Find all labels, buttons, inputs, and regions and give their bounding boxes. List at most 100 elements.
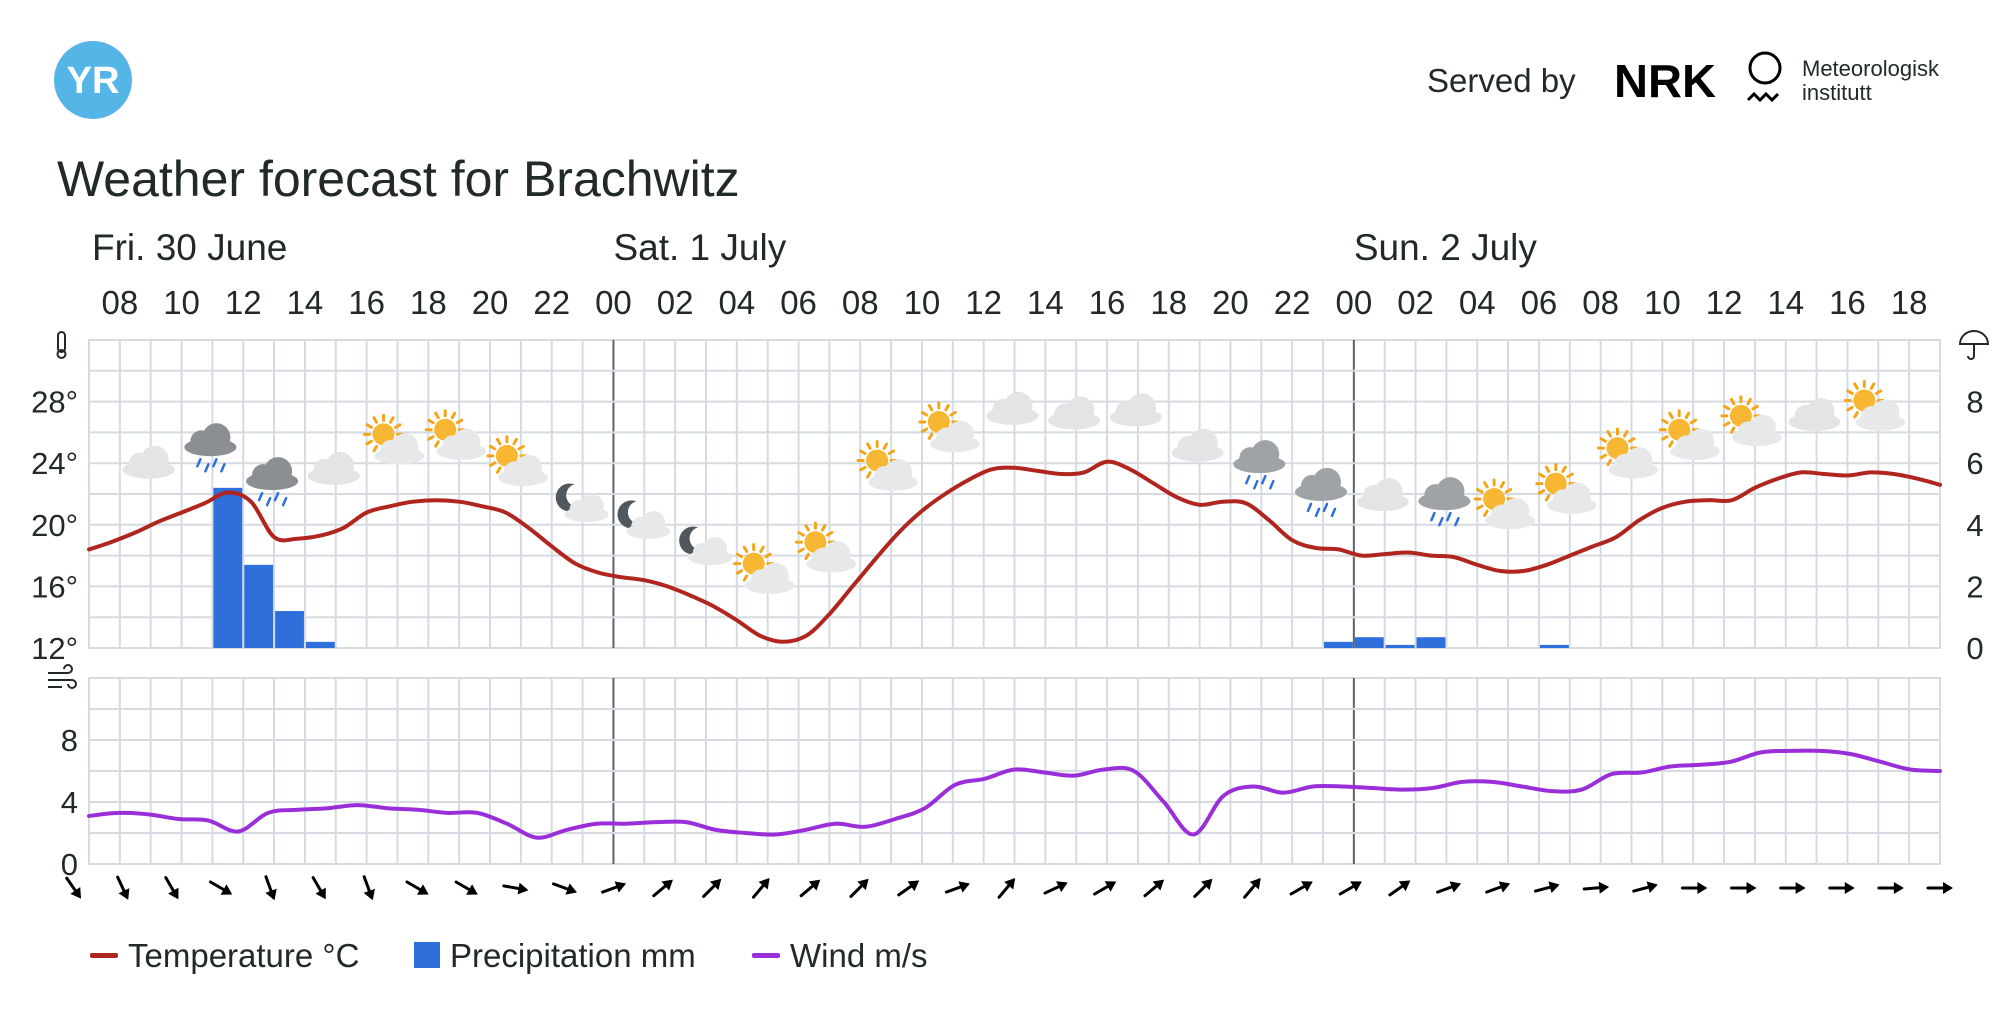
wind-arrow	[1485, 881, 1511, 894]
rain-drop	[257, 491, 264, 502]
wind-arrow	[1926, 882, 1953, 894]
legend-precipitation[interactable]: Precipitation mm	[414, 937, 696, 974]
wind-arrow-head	[958, 881, 970, 893]
wind-arrow-head	[758, 878, 770, 890]
sun-ray	[434, 440, 440, 448]
rain-drop	[1438, 516, 1444, 527]
temperature-grid	[88, 339, 1941, 649]
sun-ray	[742, 574, 749, 582]
sun-ray	[1561, 465, 1567, 473]
sun-ray	[927, 432, 934, 440]
sun-ray	[1628, 437, 1636, 443]
wind-arrow	[1193, 878, 1213, 898]
sun-ray	[1537, 489, 1546, 495]
sun-ray	[920, 411, 929, 417]
temperature-tick-label: 12°	[31, 631, 78, 666]
cloud-icon	[184, 423, 237, 457]
wind-arrow	[209, 880, 233, 895]
sun-icon	[794, 521, 836, 563]
met-logo[interactable]: Meteorologisk institutt	[1746, 51, 1940, 105]
hour-tick-label: 18	[410, 284, 447, 321]
hour-tick-label: 08	[1582, 284, 1619, 321]
weather-symbol-partly-cloudy-day	[1473, 478, 1535, 530]
hour-tick-label: 04	[1459, 284, 1496, 321]
wind-arrow-head	[168, 887, 179, 900]
sun-ray	[1566, 472, 1574, 479]
sun-disc	[1668, 418, 1691, 441]
legend-temperature-swatch	[90, 953, 118, 958]
wind-arrow	[702, 878, 722, 898]
cloud-icon	[930, 420, 980, 453]
legend-wind[interactable]: Wind m/s	[752, 937, 928, 974]
weather-symbol-partly-cloudy-day	[424, 409, 486, 460]
rain-drop	[265, 496, 272, 507]
rain-drop	[1322, 502, 1329, 513]
sun-icon	[733, 543, 775, 585]
sun-ray	[427, 435, 435, 441]
rain-drop	[1269, 479, 1275, 490]
rain-drop	[273, 491, 280, 502]
sun-ray	[1504, 488, 1513, 494]
sun-ray	[372, 444, 378, 453]
cloud-puff	[1806, 397, 1835, 426]
hour-tick-label: 14	[1767, 284, 1804, 321]
hour-tick-label: 10	[1644, 284, 1681, 321]
nrk-logo[interactable]: NRK	[1614, 55, 1716, 107]
sun-disc	[866, 449, 889, 472]
sun-ray	[1729, 397, 1736, 406]
yr-logo[interactable]: YR	[54, 41, 132, 119]
sun-ray	[372, 416, 378, 424]
cloud-puff	[1066, 396, 1095, 425]
wind-arrow-head	[1598, 881, 1610, 894]
precipitation-bar	[244, 564, 274, 648]
wind-arrow	[1632, 881, 1658, 894]
wind-arrow	[751, 878, 770, 899]
temperature-tick-label: 24°	[31, 446, 78, 481]
wind-arrow	[1388, 880, 1411, 897]
weather-symbol-partly-cloudy-day	[486, 435, 548, 487]
wind-arrow	[997, 878, 1016, 899]
weather-symbol-fair-day	[918, 401, 980, 453]
cloud-puff	[325, 451, 354, 480]
sun-ray	[394, 423, 402, 429]
sun-ray	[735, 552, 744, 559]
sun-disc	[495, 444, 518, 467]
wind-arrow-head	[1350, 881, 1362, 892]
sun-ray	[365, 423, 373, 429]
cloud-puff	[264, 457, 293, 486]
cloud-icon	[1788, 397, 1841, 431]
hour-tick-label: 18	[1150, 284, 1187, 321]
legend-temperature[interactable]: Temperature °C	[90, 937, 359, 974]
hour-tick-labels: 08 10 12 14 16 18 20 22 00 02 04 06 08 10 12 14 16 18 20 22…	[101, 284, 1927, 321]
hour-tick-label: 06	[780, 284, 817, 321]
legend-precipitation-swatch	[414, 942, 440, 968]
sun-ray	[1853, 382, 1859, 390]
sun-ray	[797, 531, 805, 537]
wind-arrow-head	[1152, 879, 1165, 891]
cloud-puff	[1127, 393, 1156, 422]
sun-disc	[372, 423, 395, 446]
sun-ray	[859, 466, 867, 472]
sun-ray	[1483, 481, 1489, 489]
page-title: Weather forecast for Brachwitz	[57, 151, 740, 207]
sun-ray	[887, 449, 896, 455]
cloud-puff	[391, 433, 419, 460]
precipitation-bar	[213, 487, 243, 648]
sun-ray	[427, 418, 435, 425]
legend-precipitation-label: Precipitation mm	[450, 937, 696, 974]
cloud-icon	[1048, 396, 1101, 430]
sun-disc	[804, 531, 827, 554]
precipitation-tick-label: 8	[1966, 385, 1983, 420]
cloud-puff	[453, 428, 481, 456]
wind-tick-label: 0	[61, 847, 78, 882]
wind-arrow-head	[1104, 881, 1117, 892]
day-labels: Fri. 30 June Sat. 1 July Sun. 2 July	[92, 227, 1537, 268]
wind-arrow-head	[1548, 881, 1560, 894]
cloud-icon	[564, 494, 609, 523]
sun-disc	[1483, 488, 1506, 510]
moon-icon	[555, 483, 581, 512]
precipitation-bar	[1416, 637, 1446, 648]
weather-symbol-partly-cloudy-day	[1720, 395, 1782, 447]
sun-ray	[1544, 465, 1551, 473]
sun-icon	[363, 413, 404, 455]
